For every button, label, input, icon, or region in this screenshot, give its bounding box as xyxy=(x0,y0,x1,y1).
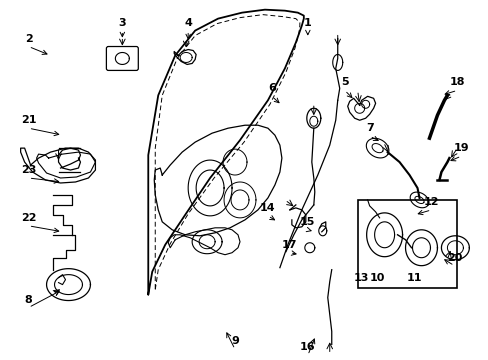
Text: 22: 22 xyxy=(21,213,36,223)
Polygon shape xyxy=(174,50,196,64)
Text: 9: 9 xyxy=(231,336,239,346)
Text: 12: 12 xyxy=(423,197,438,207)
Text: 18: 18 xyxy=(449,77,464,87)
Text: 7: 7 xyxy=(365,123,373,133)
Text: 21: 21 xyxy=(21,115,36,125)
Text: 15: 15 xyxy=(300,217,315,227)
Text: 2: 2 xyxy=(25,33,32,44)
Text: 19: 19 xyxy=(453,143,468,153)
Text: 3: 3 xyxy=(118,18,126,28)
Text: 5: 5 xyxy=(340,77,348,87)
Text: 14: 14 xyxy=(260,203,275,213)
Text: 13: 13 xyxy=(353,273,368,283)
Text: 16: 16 xyxy=(300,342,315,352)
Text: 23: 23 xyxy=(21,165,36,175)
Text: 17: 17 xyxy=(282,240,297,250)
Text: 20: 20 xyxy=(446,253,461,263)
Text: 4: 4 xyxy=(184,18,192,28)
Text: 1: 1 xyxy=(304,18,311,28)
Text: 6: 6 xyxy=(267,84,275,93)
Text: 8: 8 xyxy=(25,294,32,305)
Text: 11: 11 xyxy=(406,273,422,283)
Text: 10: 10 xyxy=(369,273,385,283)
